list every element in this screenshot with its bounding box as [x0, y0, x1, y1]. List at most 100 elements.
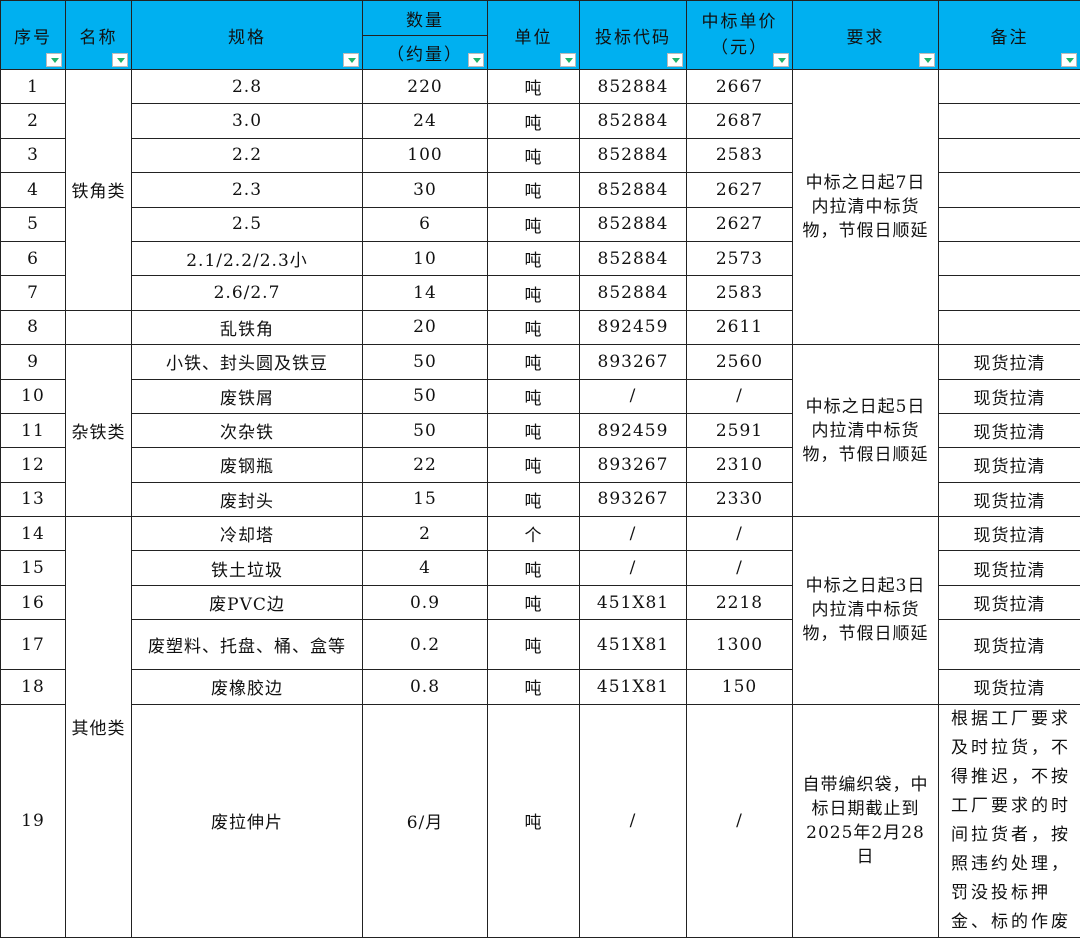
cell-seq[interactable]: 5: [1, 207, 66, 241]
cell-spec[interactable]: 铁土垃圾: [132, 551, 363, 585]
cell-price[interactable]: 2330: [687, 482, 793, 516]
cell-qty[interactable]: 50: [363, 345, 488, 379]
cell-requirement[interactable]: 中标之日起5日内拉清中标货物，节假日顺延: [793, 345, 939, 517]
cell-note[interactable]: [939, 173, 1080, 207]
cell-unit[interactable]: 吨: [488, 585, 580, 619]
cell-spec[interactable]: 2.8: [132, 70, 363, 104]
cell-seq[interactable]: 17: [1, 620, 66, 670]
cell-spec[interactable]: 废塑料、托盘、桶、盒等: [132, 620, 363, 670]
cell-price[interactable]: 2627: [687, 207, 793, 241]
cell-code[interactable]: 852884: [580, 70, 687, 104]
cell-code[interactable]: 893267: [580, 345, 687, 379]
cell-note[interactable]: 现货拉清: [939, 448, 1080, 482]
cell-seq[interactable]: 15: [1, 551, 66, 585]
cell-spec[interactable]: 2.1/2.2/2.3小: [132, 241, 363, 275]
cell-note[interactable]: [939, 104, 1080, 138]
cell-code[interactable]: 892459: [580, 413, 687, 447]
cell-code[interactable]: 852884: [580, 276, 687, 310]
cell-spec[interactable]: 冷却塔: [132, 517, 363, 551]
cell-requirement[interactable]: 中标之日起7日内拉清中标货物，节假日顺延: [793, 70, 939, 345]
cell-qty[interactable]: 220: [363, 70, 488, 104]
cell-spec[interactable]: 2.2: [132, 138, 363, 172]
cell-unit[interactable]: 吨: [488, 310, 580, 344]
cell-seq[interactable]: 16: [1, 585, 66, 619]
cell-unit[interactable]: 吨: [488, 276, 580, 310]
cell-price[interactable]: 2573: [687, 241, 793, 275]
cell-price[interactable]: /: [687, 379, 793, 413]
cell-code[interactable]: 451X81: [580, 670, 687, 704]
filter-dropdown-icon[interactable]: [667, 53, 683, 67]
cell-note[interactable]: [939, 241, 1080, 275]
cell-qty[interactable]: 15: [363, 482, 488, 516]
cell-qty[interactable]: 50: [363, 379, 488, 413]
cell-name[interactable]: 其他类: [66, 517, 132, 938]
cell-spec[interactable]: 废封头: [132, 482, 363, 516]
cell-note[interactable]: 现货拉清: [939, 345, 1080, 379]
cell-unit[interactable]: 吨: [488, 620, 580, 670]
cell-unit[interactable]: 吨: [488, 70, 580, 104]
cell-code[interactable]: 852884: [580, 104, 687, 138]
cell-qty[interactable]: 0.8: [363, 670, 488, 704]
filter-dropdown-icon[interactable]: [112, 53, 128, 67]
cell-price[interactable]: 2218: [687, 585, 793, 619]
filter-dropdown-icon[interactable]: [343, 53, 359, 67]
cell-code[interactable]: 893267: [580, 448, 687, 482]
cell-price[interactable]: 1300: [687, 620, 793, 670]
cell-name[interactable]: 铁角类: [66, 70, 132, 311]
cell-price[interactable]: 2611: [687, 310, 793, 344]
cell-seq[interactable]: 14: [1, 517, 66, 551]
cell-note[interactable]: 现货拉清: [939, 620, 1080, 670]
cell-spec[interactable]: 2.6/2.7: [132, 276, 363, 310]
cell-price[interactable]: 2583: [687, 276, 793, 310]
cell-seq[interactable]: 11: [1, 413, 66, 447]
cell-qty[interactable]: 6: [363, 207, 488, 241]
cell-qty[interactable]: 4: [363, 551, 488, 585]
cell-note[interactable]: 现货拉清: [939, 585, 1080, 619]
cell-name[interactable]: [66, 310, 132, 344]
cell-unit[interactable]: 吨: [488, 138, 580, 172]
cell-code[interactable]: 852884: [580, 207, 687, 241]
cell-qty[interactable]: 24: [363, 104, 488, 138]
cell-price[interactable]: 2687: [687, 104, 793, 138]
cell-qty[interactable]: 50: [363, 413, 488, 447]
cell-unit[interactable]: 吨: [488, 173, 580, 207]
cell-requirement[interactable]: 中标之日起3日内拉清中标货物，节假日顺延: [793, 517, 939, 705]
cell-code[interactable]: 451X81: [580, 620, 687, 670]
cell-unit[interactable]: 吨: [488, 345, 580, 379]
cell-price[interactable]: /: [687, 517, 793, 551]
cell-note[interactable]: 现货拉清: [939, 413, 1080, 447]
cell-code[interactable]: 852884: [580, 241, 687, 275]
cell-spec[interactable]: 废铁屑: [132, 379, 363, 413]
cell-spec[interactable]: 2.3: [132, 173, 363, 207]
cell-price[interactable]: /: [687, 704, 793, 937]
cell-seq[interactable]: 8: [1, 310, 66, 344]
cell-unit[interactable]: 吨: [488, 448, 580, 482]
cell-code[interactable]: 852884: [580, 138, 687, 172]
filter-dropdown-icon[interactable]: [1061, 53, 1077, 67]
cell-qty[interactable]: 0.9: [363, 585, 488, 619]
cell-spec[interactable]: 废拉伸片: [132, 704, 363, 937]
cell-note[interactable]: [939, 138, 1080, 172]
cell-price[interactable]: 2667: [687, 70, 793, 104]
cell-spec[interactable]: 2.5: [132, 207, 363, 241]
cell-price[interactable]: /: [687, 551, 793, 585]
cell-spec[interactable]: 3.0: [132, 104, 363, 138]
cell-code[interactable]: /: [580, 551, 687, 585]
cell-note[interactable]: 现货拉清: [939, 379, 1080, 413]
cell-unit[interactable]: 吨: [488, 670, 580, 704]
cell-unit[interactable]: 吨: [488, 482, 580, 516]
filter-dropdown-icon[interactable]: [468, 53, 484, 67]
cell-spec[interactable]: 乱铁角: [132, 310, 363, 344]
cell-price[interactable]: 2310: [687, 448, 793, 482]
cell-spec[interactable]: 废钢瓶: [132, 448, 363, 482]
cell-note[interactable]: [939, 310, 1080, 344]
cell-note[interactable]: [939, 70, 1080, 104]
cell-spec[interactable]: 小铁、封头圆及铁豆: [132, 345, 363, 379]
cell-seq[interactable]: 7: [1, 276, 66, 310]
cell-spec[interactable]: 次杂铁: [132, 413, 363, 447]
cell-requirement[interactable]: 自带编织袋，中标日期截止到2025年2月28日: [793, 704, 939, 937]
cell-unit[interactable]: 吨: [488, 241, 580, 275]
cell-code[interactable]: 852884: [580, 173, 687, 207]
cell-code[interactable]: /: [580, 517, 687, 551]
cell-unit[interactable]: 吨: [488, 207, 580, 241]
